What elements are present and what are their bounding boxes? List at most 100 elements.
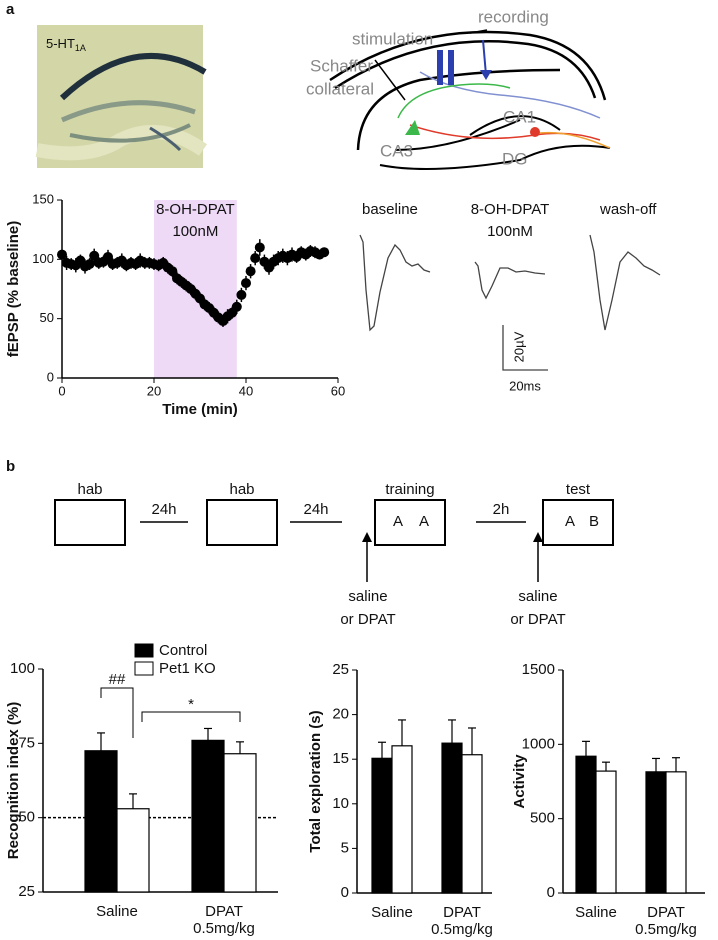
schematic-label: Schaffer [310, 56, 373, 75]
x-tick-label: 20 [147, 383, 161, 398]
bar [665, 771, 687, 894]
schematic-label: CA3 [380, 141, 413, 160]
bar [441, 742, 463, 894]
point [103, 251, 113, 262]
x-tick-label: Saline [575, 904, 617, 921]
object-label: A [393, 513, 403, 530]
x-tick-label: DPAT [443, 904, 481, 921]
point [245, 266, 256, 277]
bar [645, 771, 667, 894]
y-axis-label: Recognition index (%) [5, 702, 22, 860]
trace-label: wash-off [599, 201, 657, 218]
trace-label: 100nM [487, 223, 533, 240]
y-tick-label: 50 [18, 809, 35, 826]
scale-label: 20ms [509, 378, 541, 393]
y-tick-label: 75 [18, 734, 35, 751]
bar [371, 757, 393, 894]
y-tick-label: 25 [18, 883, 35, 900]
scale-label: 20µV [511, 331, 526, 362]
object-label: A [565, 513, 575, 530]
schematic-label: collateral [306, 79, 374, 98]
bar [461, 754, 483, 894]
y-tick-label: 150 [32, 191, 54, 206]
schematic-label: CA1 [503, 107, 536, 126]
x-axis-label: Time (min) [162, 401, 238, 418]
bar [116, 808, 150, 893]
y-tick-label: 1000 [522, 735, 555, 752]
y-tick-label: 0 [47, 369, 54, 384]
significance-brackets [100, 687, 241, 738]
point [231, 301, 242, 312]
object-label: B [589, 513, 599, 530]
session-label: hab [229, 481, 254, 498]
histology-image: 5-HT1A [35, 25, 208, 168]
point [89, 250, 100, 261]
schematic-label: recording [478, 7, 549, 26]
interval-label: 24h [303, 501, 328, 518]
x-tick-label: 60 [331, 383, 345, 398]
schematic: recording stimulation Schaffer collatera… [306, 7, 611, 170]
y-tick-label: 1500 [522, 661, 555, 678]
bar [191, 739, 225, 893]
legend-swatch [134, 661, 154, 676]
annotation: 100nM [172, 223, 218, 240]
injection-label: or DPAT [340, 611, 395, 628]
annotation: * [188, 696, 194, 713]
interval-label: 24h [151, 501, 176, 518]
point [250, 253, 261, 264]
annotation: 8-OH-DPAT [156, 201, 235, 218]
protocol [54, 499, 614, 582]
legend-swatch [134, 643, 154, 658]
point [254, 242, 265, 253]
y-tick-label: 0 [547, 884, 555, 901]
injection-label: saline [518, 588, 557, 605]
session-label: test [566, 481, 591, 498]
x-tick-label: DPAT [205, 903, 243, 920]
y-tick-label: 20 [332, 706, 349, 723]
bar [575, 755, 597, 894]
legend-label: Control [159, 642, 207, 659]
y-tick-label: 10 [332, 795, 349, 812]
y-tick-label: 5 [341, 839, 349, 856]
y-axis-label: fEPSP (% baseline) [5, 221, 22, 357]
x-tick-label: Saline [96, 903, 138, 920]
point [57, 249, 67, 260]
panel-label: a [6, 1, 15, 18]
point [319, 247, 330, 258]
x-tick-label: DPAT [647, 904, 685, 921]
y-tick-label: 500 [530, 810, 555, 827]
histology-label: 5-HT1A [46, 36, 86, 53]
schematic-label: stimulation [352, 29, 433, 48]
traces [359, 234, 661, 371]
interval-label: 2h [493, 501, 510, 518]
y-tick-label: 50 [40, 310, 54, 325]
legend-label: Pet1 KO [159, 660, 216, 677]
y-axis-label: Activity [511, 754, 528, 809]
injection-label: or DPAT [510, 611, 565, 628]
y-axis-label: Total exploration (s) [307, 710, 324, 852]
point [167, 266, 178, 277]
injection-label: saline [348, 588, 387, 605]
x-tick-label: 0.5mg/kg [193, 920, 255, 937]
y-tick-label: 100 [32, 251, 54, 266]
y-tick-label: 25 [332, 661, 349, 678]
point [236, 289, 247, 300]
annotation: ## [109, 671, 126, 688]
y-tick-label: 15 [332, 750, 349, 767]
bar [595, 770, 617, 894]
schematic-label: DG [502, 149, 528, 168]
x-tick-label: 0.5mg/kg [635, 921, 697, 938]
bar [223, 753, 257, 893]
object-label: A [419, 513, 429, 530]
panel-label: b [6, 458, 15, 475]
bar [391, 745, 413, 894]
session-label: training [385, 481, 434, 498]
x-tick-label: 0 [58, 383, 65, 398]
y-tick-label: 0 [341, 884, 349, 901]
x-tick-label: Saline [371, 904, 413, 921]
y-tick-label: 100 [10, 660, 35, 677]
trace-label: baseline [362, 201, 418, 218]
session-label: hab [77, 481, 102, 498]
point [241, 278, 251, 289]
